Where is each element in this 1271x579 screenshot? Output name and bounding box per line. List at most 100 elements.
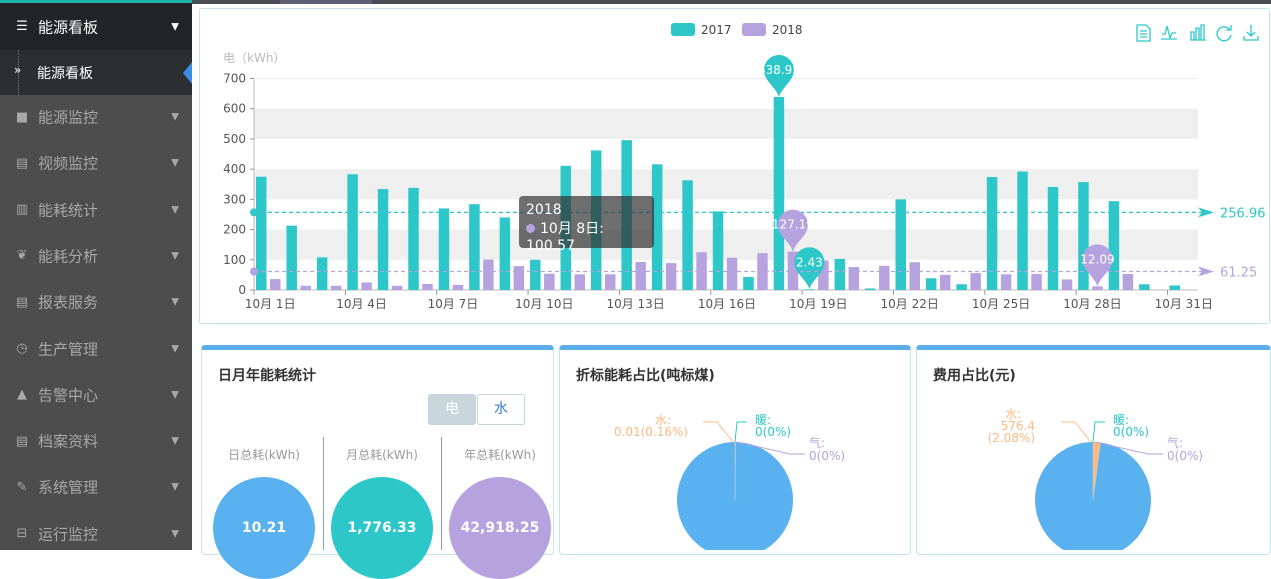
bar-chart-icon-glyph <box>1190 24 1206 41</box>
mark-point-pin <box>1082 244 1113 287</box>
legend-swatch <box>742 23 766 36</box>
bar-2017 <box>773 96 785 290</box>
bar-2017 <box>408 187 419 290</box>
water-button[interactable]: 水 <box>477 394 525 425</box>
bar-2018 <box>665 263 677 290</box>
bar-2017 <box>438 208 450 290</box>
line-chart-icon[interactable] <box>1161 25 1177 41</box>
bar-2018 <box>604 274 616 290</box>
daily-total-value: 10.21 <box>213 477 315 579</box>
grid-band <box>254 108 1198 139</box>
bar-2017 <box>347 174 358 290</box>
bar-2018 <box>422 283 433 290</box>
leaf-icon: ❦ <box>16 248 28 264</box>
legend-swatch <box>671 23 695 36</box>
tooltip-series: 2018 <box>526 202 562 218</box>
chevron-down-icon: ▼ <box>171 389 179 401</box>
bar-2017 <box>499 217 511 290</box>
mark-point-pin <box>794 247 825 290</box>
bar-2017 <box>834 258 846 290</box>
bar-2018 <box>879 265 890 290</box>
bar-2018 <box>939 274 951 290</box>
sidebar-item-dashboard[interactable]: ☰ 能源看板 ▼ <box>0 3 192 50</box>
bar-2017 <box>804 289 815 290</box>
sidebar-item[interactable]: ▥ 能耗统计 ▼ <box>0 187 192 233</box>
bar-2017 <box>925 278 937 290</box>
y-tick-label: 100 <box>223 253 246 267</box>
download-icon[interactable] <box>1243 25 1259 41</box>
sidebar-item[interactable]: ▤ 档案资料 ▼ <box>0 418 192 464</box>
bar-2018 <box>300 285 311 290</box>
bar-2018 <box>848 267 860 290</box>
bar-2018 <box>513 266 525 290</box>
arrow-icon <box>1198 207 1214 218</box>
video-camera-icon: ■ <box>15 109 29 125</box>
sidebar-item[interactable]: ▤ 视频监控 ▼ <box>0 140 192 186</box>
mark-point-pin <box>777 209 808 252</box>
monthly-total-value: 1,776.33 <box>331 477 433 579</box>
sidebar-item[interactable]: ◷ 生产管理 ▼ <box>0 326 192 372</box>
chevron-down-icon: ▼ <box>171 343 179 354</box>
sidebar-item[interactable]: ✎ 系统管理 ▼ <box>0 464 192 510</box>
bar-2018 <box>1122 273 1134 290</box>
bar-2017 <box>1017 171 1028 290</box>
bell-icon: ▲ <box>17 387 27 403</box>
sidebar-item[interactable]: ▤ 报表服务 ▼ <box>0 279 192 325</box>
top-bar <box>192 0 1271 4</box>
sidebar-item[interactable]: ❦ 能耗分析 ▼ <box>0 233 192 279</box>
x-tick-label: 10月 19日 <box>789 297 847 311</box>
bar-2018 <box>270 279 281 290</box>
bar-2018 <box>544 273 555 290</box>
coal-ratio-panel: 折标能耗占比(吨标煤) <box>559 345 911 555</box>
bar-2018 <box>574 274 586 290</box>
bar-2017 <box>377 189 389 290</box>
panel-title: 折标能耗占比(吨标煤) <box>576 368 715 384</box>
mark-point-pin <box>763 54 794 97</box>
archive-icon: ▤ <box>15 433 29 449</box>
x-tick-label: 10月 4日 <box>336 297 387 311</box>
refresh-icon[interactable] <box>1216 25 1232 42</box>
y-tick-label: 700 <box>223 72 246 86</box>
x-tick-label: 10月 28日 <box>1063 297 1121 311</box>
average-line-start <box>250 267 258 276</box>
active-indicator <box>183 62 192 84</box>
bar-2018 <box>391 285 403 290</box>
download-icon-glyph <box>1243 25 1259 41</box>
divider <box>323 437 324 550</box>
sidebar-item[interactable]: ▲ 告警中心 ▼ <box>0 372 192 418</box>
mark-point-label: 638.93 <box>758 63 800 77</box>
sidebar-item[interactable]: ⊟ 运行监控 ▼ <box>0 511 192 557</box>
chevron-down-icon: ▼ <box>171 157 179 169</box>
sidebar-item[interactable]: ■ 能源监控 ▼ <box>0 94 192 140</box>
sidebar: ☰ 能源看板 ▼ » 能源看板 ■ 能源监控 ▼ ▤ 视频监控 ▼ ▥ 能耗统计 ▼ ❦ 能耗分析 ▼… <box>0 0 192 550</box>
bar-2017 <box>1139 284 1150 290</box>
mark-point-label: 127.19 <box>772 218 814 232</box>
sidebar-item-label: 系统管理 <box>38 478 99 497</box>
sidebar-item-label: 视频监控 <box>38 154 99 173</box>
bar-2018 <box>787 251 799 290</box>
sidebar-item-label: 告警中心 <box>38 386 99 405</box>
bar-2018 <box>726 257 738 290</box>
sidebar-item-label: 报表服务 <box>38 293 99 312</box>
electricity-button[interactable]: 电 <box>428 394 476 425</box>
bar-2017 <box>1078 182 1089 290</box>
bar-2018 <box>483 259 494 290</box>
chevron-down-icon: ▼ <box>171 250 179 262</box>
data-view-icon[interactable] <box>1136 24 1151 42</box>
bar-2017 <box>682 180 693 290</box>
bar-chart-icon[interactable] <box>1190 24 1206 41</box>
yearly-total-label: 年总耗(kWh) <box>464 448 536 462</box>
chevron-down-icon: ▼ <box>171 528 179 540</box>
top-tab[interactable] <box>280 0 372 4</box>
arrow-icon <box>1198 266 1214 277</box>
series-dot-icon <box>526 224 535 233</box>
sidebar-item-label: 生产管理 <box>38 340 99 358</box>
average-label: 256.96 <box>1220 206 1266 221</box>
x-tick-label: 10月 31日 <box>1155 297 1213 311</box>
bar-2017 <box>895 199 906 290</box>
bar-2018 <box>330 285 342 290</box>
bar-2018 <box>361 282 372 290</box>
sidebar-item-label: 能源监控 <box>38 108 99 127</box>
sidebar-item-label: 能源看板 <box>38 18 99 36</box>
sidebar-subitem-dashboard[interactable]: » 能源看板 <box>0 50 192 95</box>
